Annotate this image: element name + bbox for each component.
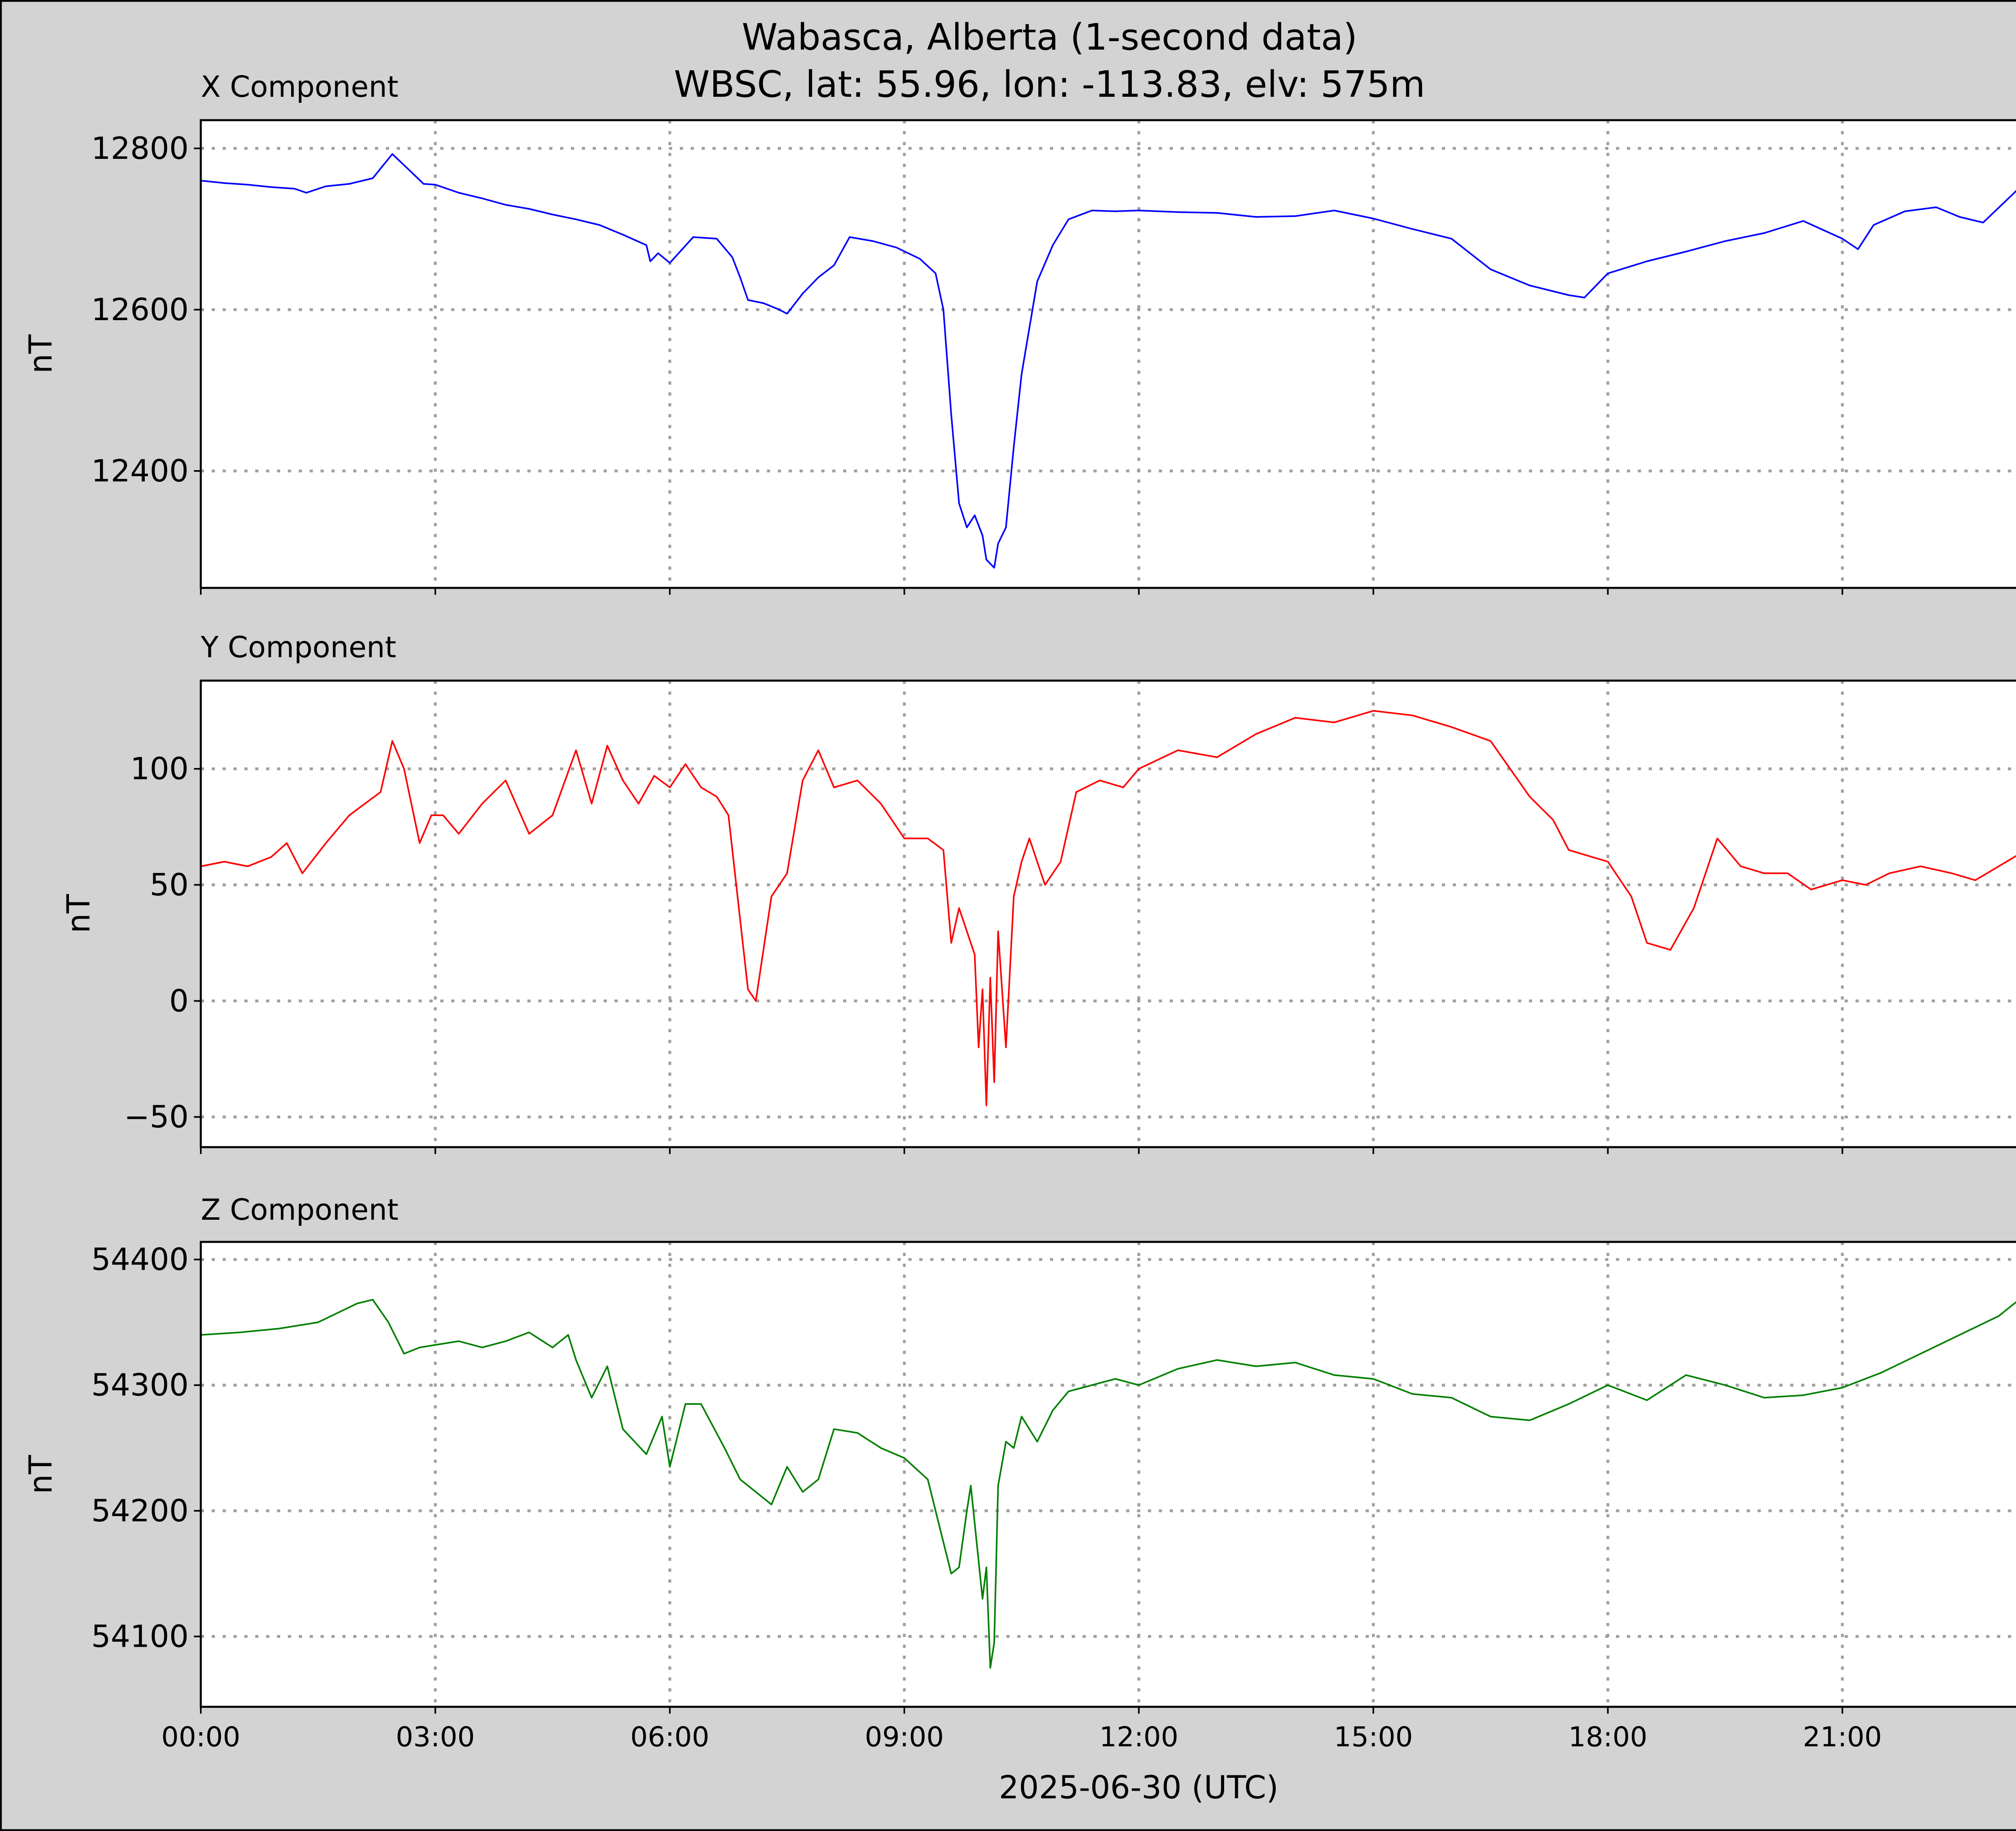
panel-z-component: 00:00 03:00 06:00 09:00 12:00 15:00 18:00 21:00…	[23, 1193, 2016, 1753]
x-tick-label: 03:00	[396, 1721, 475, 1753]
figure-title-line2: WBSC, lat: 55.96, lon: -113.83, elv: 575…	[674, 63, 1425, 106]
y-tick-label: 54100	[91, 1618, 189, 1654]
x-axis-label: 2025-06-30 (UTC)	[999, 1770, 1279, 1806]
series-line	[200, 1299, 2016, 1669]
x-tick-label: 09:00	[865, 1721, 944, 1753]
panel-title: Z Component	[201, 1193, 398, 1227]
plot-area	[201, 120, 2016, 588]
x-tick-label: 15:00	[1334, 1721, 1413, 1753]
panel-x-component: 12400 12600 12800 X Component nT	[23, 70, 2016, 595]
series-line	[200, 710, 2016, 1106]
y-tick-label: 0	[169, 983, 189, 1019]
y-axis-label: nT	[23, 334, 59, 373]
y-axis-label: nT	[61, 894, 97, 933]
x-tick-label: 00:00	[161, 1721, 240, 1753]
y-tick-label: 12600	[91, 292, 189, 327]
y-axis-label: nT	[23, 1455, 59, 1494]
figure-title-line1: Wabasca, Alberta (1-second data)	[742, 16, 1358, 58]
plot-area	[201, 681, 2016, 1147]
y-tick-label: 12800	[91, 130, 189, 166]
x-tick-label: 18:00	[1568, 1721, 1647, 1753]
panel-y-component: −50 0 50 100 Y Component nT	[61, 630, 2016, 1154]
y-tick-label: 54400	[91, 1241, 189, 1277]
ticks: 00:00 03:00 06:00 09:00 12:00 15:00 18:00 21:00…	[91, 1241, 1882, 1753]
ticks: 12400 12600 12800	[91, 130, 1843, 595]
series-path	[200, 710, 2016, 1106]
y-tick-label: 54200	[91, 1493, 189, 1529]
y-tick-label: −50	[124, 1099, 189, 1135]
panel-title: Y Component	[200, 630, 396, 664]
y-tick-label: 50	[150, 867, 189, 903]
ticks: −50 0 50 100	[124, 751, 1843, 1154]
plot-area	[201, 1242, 2016, 1707]
series-path	[200, 153, 2016, 569]
panel-title: X Component	[201, 70, 398, 104]
y-tick-label: 54300	[91, 1367, 189, 1403]
grid-lines	[201, 120, 2016, 588]
y-tick-label: 100	[130, 751, 189, 787]
series-line	[200, 153, 2016, 569]
x-tick-label: 06:00	[630, 1721, 709, 1753]
y-tick-label: 12400	[91, 453, 189, 489]
x-tick-label: 12:00	[1100, 1721, 1179, 1753]
x-tick-label: 21:00	[1803, 1721, 1882, 1753]
series-path	[200, 1299, 2016, 1669]
